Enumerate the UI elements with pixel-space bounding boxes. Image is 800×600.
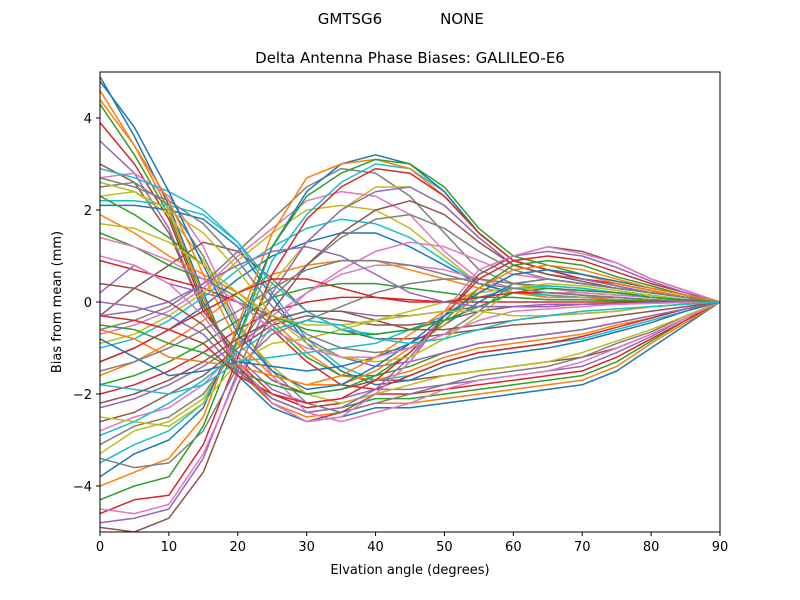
x-axis-ticks: 0 10 20 30 40 50 60 70 80 90: [96, 532, 728, 555]
series-line: [100, 172, 720, 423]
series-line: [100, 259, 720, 377]
x-tick-label: 30: [298, 540, 315, 555]
y-tick-label: −2: [73, 388, 92, 403]
x-tick-label: 50: [436, 540, 453, 555]
y-tick-label: 0: [84, 296, 92, 311]
series-line: [100, 301, 720, 437]
x-axis-label: Elvation angle (degrees): [330, 563, 489, 578]
series-line: [100, 190, 720, 404]
y-tick-label: 4: [84, 112, 92, 127]
series-line: [100, 99, 720, 386]
x-tick-label: 10: [161, 540, 178, 555]
series-line: [100, 181, 720, 363]
y-tick-label: −4: [73, 480, 92, 495]
x-tick-label: 0: [96, 540, 104, 555]
x-tick-label: 20: [230, 540, 247, 555]
figure-suptitle-reference: NONE: [440, 10, 484, 28]
y-tick-label: 2: [84, 204, 92, 219]
series-lines: [100, 76, 720, 532]
series-line: [100, 181, 720, 414]
series-line: [100, 204, 720, 386]
series-line: [100, 241, 720, 340]
series-line: [100, 278, 720, 469]
x-tick-label: 80: [643, 540, 660, 555]
series-line: [100, 236, 720, 358]
series-line: [100, 259, 720, 372]
x-tick-label: 40: [367, 540, 384, 555]
series-line: [100, 167, 720, 515]
series-line: [100, 301, 720, 423]
x-tick-label: 60: [505, 540, 522, 555]
y-axis-label: Bias from mean (mm): [50, 231, 65, 373]
figure-suptitle-model: GMTSG6: [318, 10, 382, 28]
series-line: [100, 186, 720, 524]
x-tick-label: 70: [574, 540, 591, 555]
x-tick-label: 90: [712, 540, 729, 555]
y-axis-ticks: −4 −2 0 2 4: [73, 112, 100, 495]
chart-title: Delta Antenna Phase Biases: GALILEO-E6: [255, 49, 565, 67]
series-line: [100, 246, 720, 423]
series-line: [100, 255, 720, 404]
series-line: [100, 223, 720, 326]
series-line: [100, 103, 720, 414]
